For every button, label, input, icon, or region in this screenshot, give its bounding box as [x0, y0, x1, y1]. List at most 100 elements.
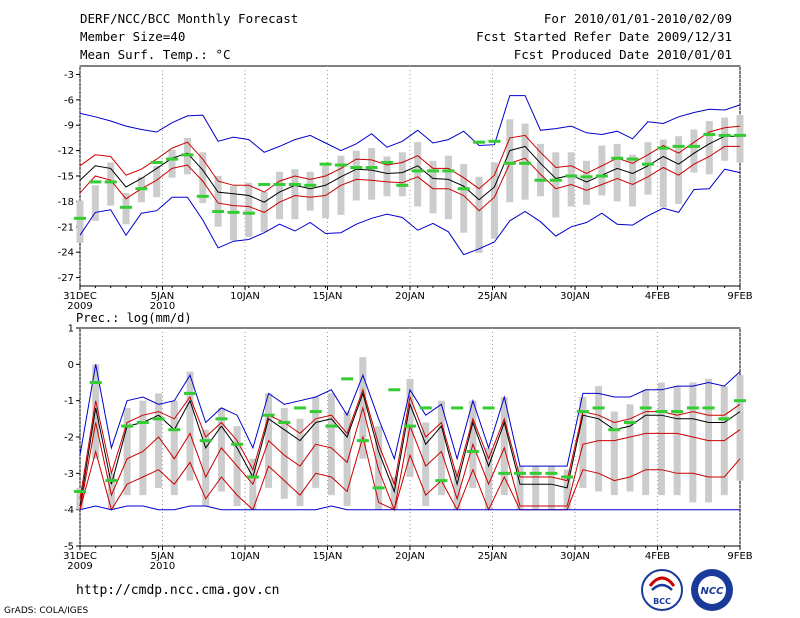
- spread-box: [398, 152, 406, 197]
- observed-marker: [687, 144, 700, 148]
- y-tick-label-6: -21: [58, 222, 74, 233]
- observed-marker: [457, 187, 470, 191]
- series-inner-upper: [79, 125, 741, 193]
- spread-box: [598, 145, 606, 196]
- x-tick-label-3: 15JAN: [313, 291, 343, 302]
- observed-marker: [309, 410, 322, 414]
- spread-box: [583, 160, 591, 205]
- series-outer-upper: [79, 95, 741, 153]
- observed-marker: [325, 424, 338, 428]
- spread-box: [721, 117, 729, 161]
- spread-box: [107, 162, 115, 206]
- observed-marker: [641, 162, 654, 166]
- observed-marker: [388, 388, 401, 392]
- observed-marker: [258, 182, 271, 186]
- observed-marker: [231, 442, 244, 446]
- spread-box: [689, 382, 697, 503]
- observed-marker: [212, 210, 225, 214]
- spread-box: [245, 182, 253, 237]
- observed-marker: [639, 406, 652, 410]
- spread-box: [567, 152, 575, 207]
- observed-marker: [411, 169, 424, 173]
- spread-box: [322, 165, 330, 219]
- x-tick-label-1: 5JAN: [151, 291, 174, 302]
- x-tick-label-8: 9FEB: [727, 291, 752, 302]
- observed-marker: [166, 157, 179, 161]
- observed-marker: [703, 133, 716, 137]
- observed-marker: [288, 182, 301, 186]
- spread-box: [107, 473, 115, 510]
- y-tick-label-6: -5: [64, 542, 74, 553]
- observed-marker: [74, 490, 86, 493]
- spread-box: [547, 466, 555, 510]
- spread-box: [202, 429, 210, 507]
- observed-marker: [451, 406, 464, 410]
- grads-credit: GrADS: COLA/IGES: [4, 606, 89, 616]
- forecast-range: For 2010/01/01-2010/02/09: [543, 11, 732, 26]
- observed-marker: [380, 160, 393, 164]
- spread-box: [92, 364, 100, 459]
- spread-box: [642, 389, 650, 496]
- spread-box: [595, 386, 603, 492]
- precip-panel-title: Prec.: log(mm/d): [76, 311, 192, 325]
- spread-box: [475, 176, 483, 253]
- observed-marker: [442, 169, 455, 173]
- observed-marker: [734, 399, 746, 403]
- bcc-logo-text: BCC: [653, 597, 671, 606]
- spread-box: [437, 400, 445, 496]
- spread-box: [368, 148, 376, 200]
- observed-marker: [503, 161, 516, 165]
- spread-box: [91, 185, 99, 221]
- observed-marker: [350, 166, 363, 170]
- spread-box: [139, 400, 147, 496]
- x-tick-label-5: 25JAN: [478, 551, 508, 562]
- x-tick-year-1: 2010: [150, 561, 175, 572]
- observed-marker: [482, 406, 495, 410]
- observed-marker: [734, 133, 746, 137]
- x-tick-label-1: 5JAN: [151, 551, 174, 562]
- spread-box: [306, 171, 314, 211]
- spread-box: [644, 142, 652, 195]
- observed-marker: [278, 420, 291, 424]
- observed-marker: [561, 475, 574, 479]
- observed-marker: [135, 187, 148, 191]
- spread-box: [429, 160, 437, 214]
- observed-marker: [624, 420, 636, 424]
- observed-marker: [611, 156, 624, 160]
- series-inner-upper: [79, 388, 741, 499]
- fcst-started-date: Fcst Started Refer Date 2009/12/31: [476, 29, 732, 44]
- series-red-lower: [79, 435, 741, 511]
- series-outer-lower: [79, 168, 741, 256]
- x-tick-label-4: 20JAN: [395, 551, 425, 562]
- x-tick-label-6: 30JAN: [560, 551, 590, 562]
- observed-marker: [404, 424, 416, 428]
- source-url[interactable]: http://cmdp.ncc.cma.gov.cn: [76, 583, 280, 598]
- spread-box: [563, 469, 571, 510]
- x-tick-label-4: 20JAN: [395, 291, 425, 302]
- observed-marker: [242, 211, 255, 215]
- observed-marker: [534, 178, 547, 182]
- observed-marker: [718, 417, 731, 421]
- series-outer-lower: [79, 505, 740, 511]
- variable-label: Mean Surf. Temp.: °C: [80, 47, 231, 62]
- observed-marker: [427, 169, 440, 173]
- observed-marker: [473, 140, 486, 144]
- observed-marker: [304, 183, 317, 187]
- spread-box: [490, 162, 498, 239]
- observed-marker: [152, 417, 165, 421]
- observed-marker: [168, 428, 181, 432]
- y-tick-label-3: -2: [64, 433, 74, 444]
- spread-box: [500, 397, 508, 496]
- spread-box: [705, 121, 713, 175]
- spread-box: [552, 152, 560, 218]
- observed-marker: [120, 205, 133, 209]
- observed-marker: [498, 471, 511, 475]
- spread-box: [217, 407, 225, 492]
- spread-box: [659, 139, 667, 208]
- observed-marker: [466, 450, 479, 454]
- observed-marker: [592, 406, 605, 410]
- observed-marker: [184, 391, 196, 395]
- spread-box: [626, 404, 634, 492]
- spread-box: [280, 407, 288, 499]
